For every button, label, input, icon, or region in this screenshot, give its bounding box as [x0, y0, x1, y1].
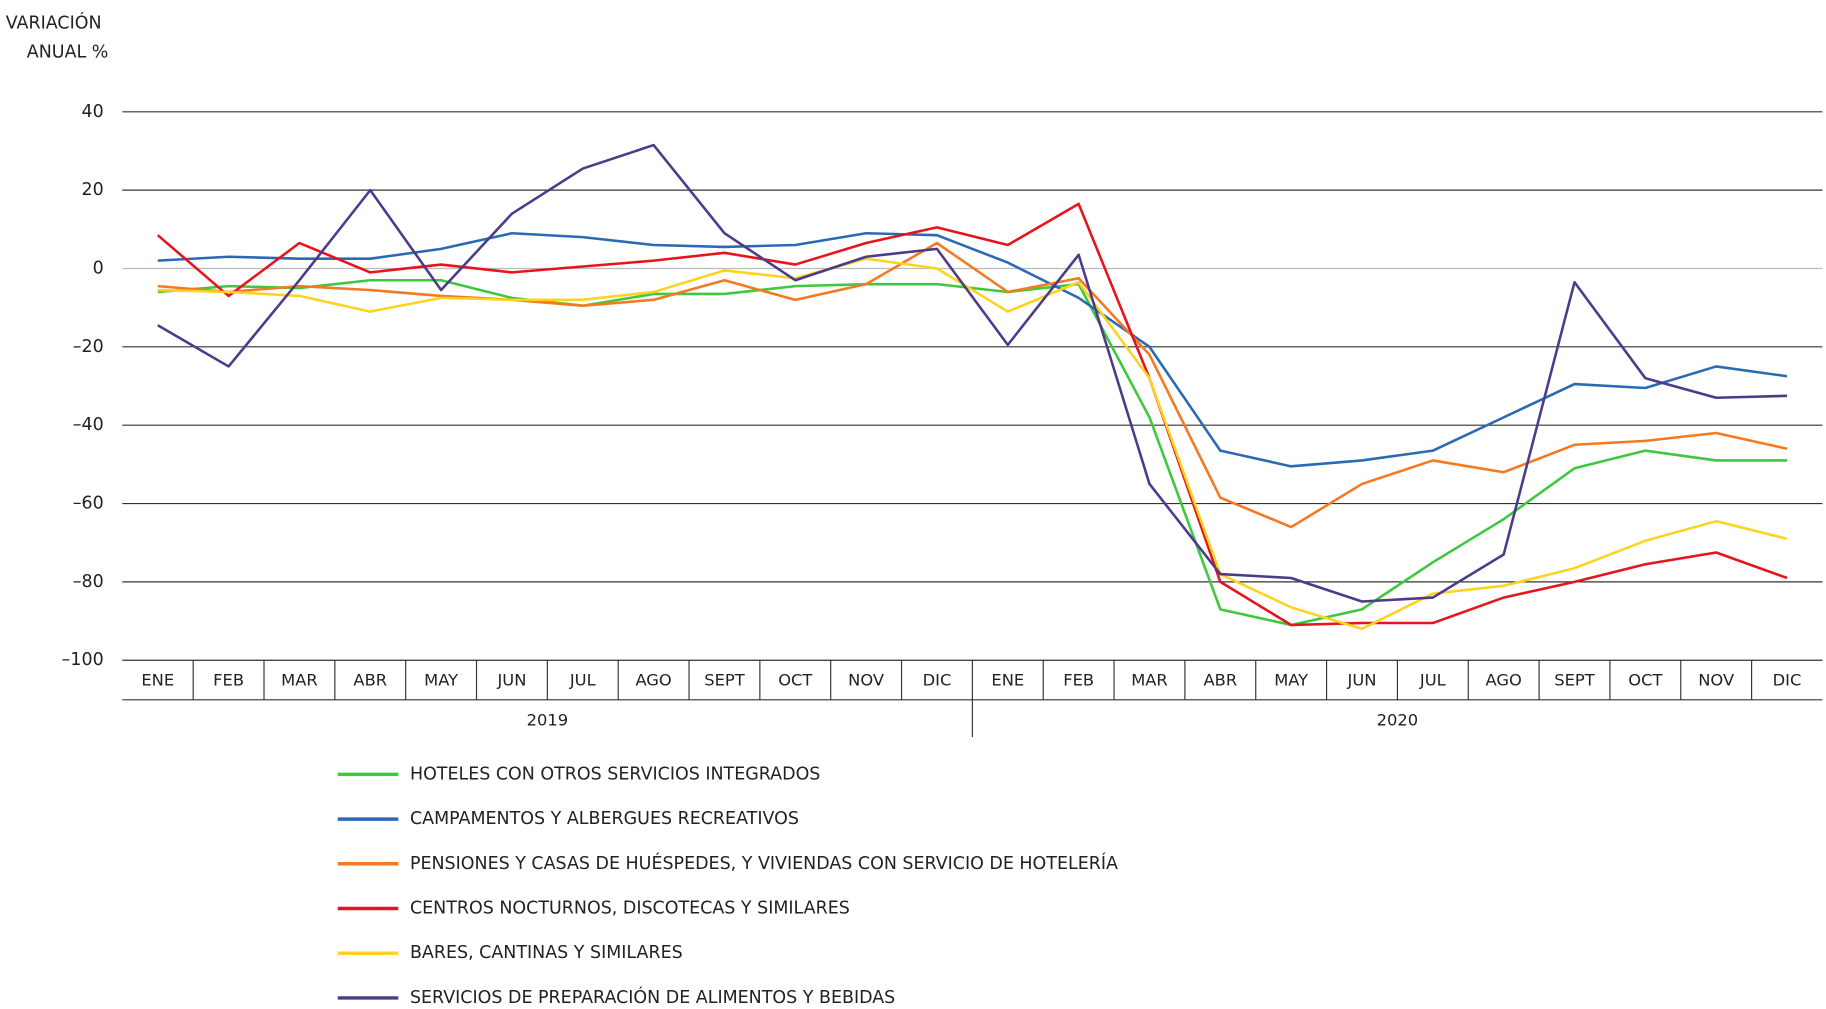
x-tick-label: DIC [923, 671, 952, 690]
x-tick-label: ENE [991, 671, 1024, 690]
series-line [157, 278, 1788, 627]
x-tick-label: FEB [213, 671, 244, 690]
y-tick-label: –60 [73, 494, 104, 514]
series-line [157, 231, 1788, 468]
x-tick-label: MAR [1131, 671, 1168, 690]
x-tick-label: ENE [141, 671, 174, 690]
x-tick-label: ABR [1203, 671, 1237, 690]
x-tick-label: FEB [1063, 671, 1094, 690]
x-tick-label: MAY [424, 671, 458, 690]
x-tick-label: AGO [1486, 671, 1522, 690]
x-tick-label: OCT [1628, 671, 1662, 690]
series-line [156, 202, 1788, 627]
x-tick-label: ABR [353, 671, 387, 690]
y-tick-label: –80 [73, 572, 104, 592]
x-tick-label: SEPT [704, 671, 744, 690]
y-tick-label: 20 [81, 180, 103, 200]
legend-label: SERVICIOS DE PREPARACIÓN DE ALIMENTOS Y … [410, 986, 895, 1008]
x-tick-label: JUL [1419, 671, 1446, 690]
series-line [157, 257, 1788, 631]
y-tick-label: –40 [73, 415, 104, 435]
y-tick-label: –20 [73, 337, 104, 357]
x-tick-label: JUN [496, 671, 526, 690]
legend-label: PENSIONES Y CASAS DE HUÉSPEDES, Y VIVIEN… [410, 852, 1118, 874]
y-axis-label: ANUAL % [27, 42, 109, 62]
x-tick-label: MAR [281, 671, 318, 690]
x-tick-label: DIC [1773, 671, 1802, 690]
x-tick-label: OCT [778, 671, 812, 690]
x-tick-label: AGO [635, 671, 671, 690]
y-tick-label: 0 [93, 258, 104, 278]
legend-label: CENTROS NOCTURNOS, DISCOTECAS Y SIMILARE… [410, 899, 850, 919]
x-tick-label: NOV [1698, 671, 1735, 690]
y-axis-label: VARIACIÓN [6, 11, 102, 33]
legend-label: BARES, CANTINAS Y SIMILARES [410, 943, 683, 963]
y-tick-label: –100 [62, 650, 104, 670]
year-label: 2019 [527, 710, 568, 729]
x-tick-label: NOV [848, 671, 885, 690]
series-line [157, 241, 1788, 529]
y-tick-label: 40 [81, 102, 103, 122]
x-tick-label: JUL [569, 671, 596, 690]
year-label: 2020 [1377, 710, 1418, 729]
legend-label: HOTELES CON OTROS SERVICIOS INTEGRADOS [410, 764, 820, 784]
series-line [157, 143, 1788, 603]
x-tick-label: SEPT [1554, 671, 1594, 690]
x-tick-label: JUN [1347, 671, 1377, 690]
x-tick-label: MAY [1274, 671, 1308, 690]
legend-label: CAMPAMENTOS Y ALBERGUES RECREATIVOS [410, 809, 799, 829]
